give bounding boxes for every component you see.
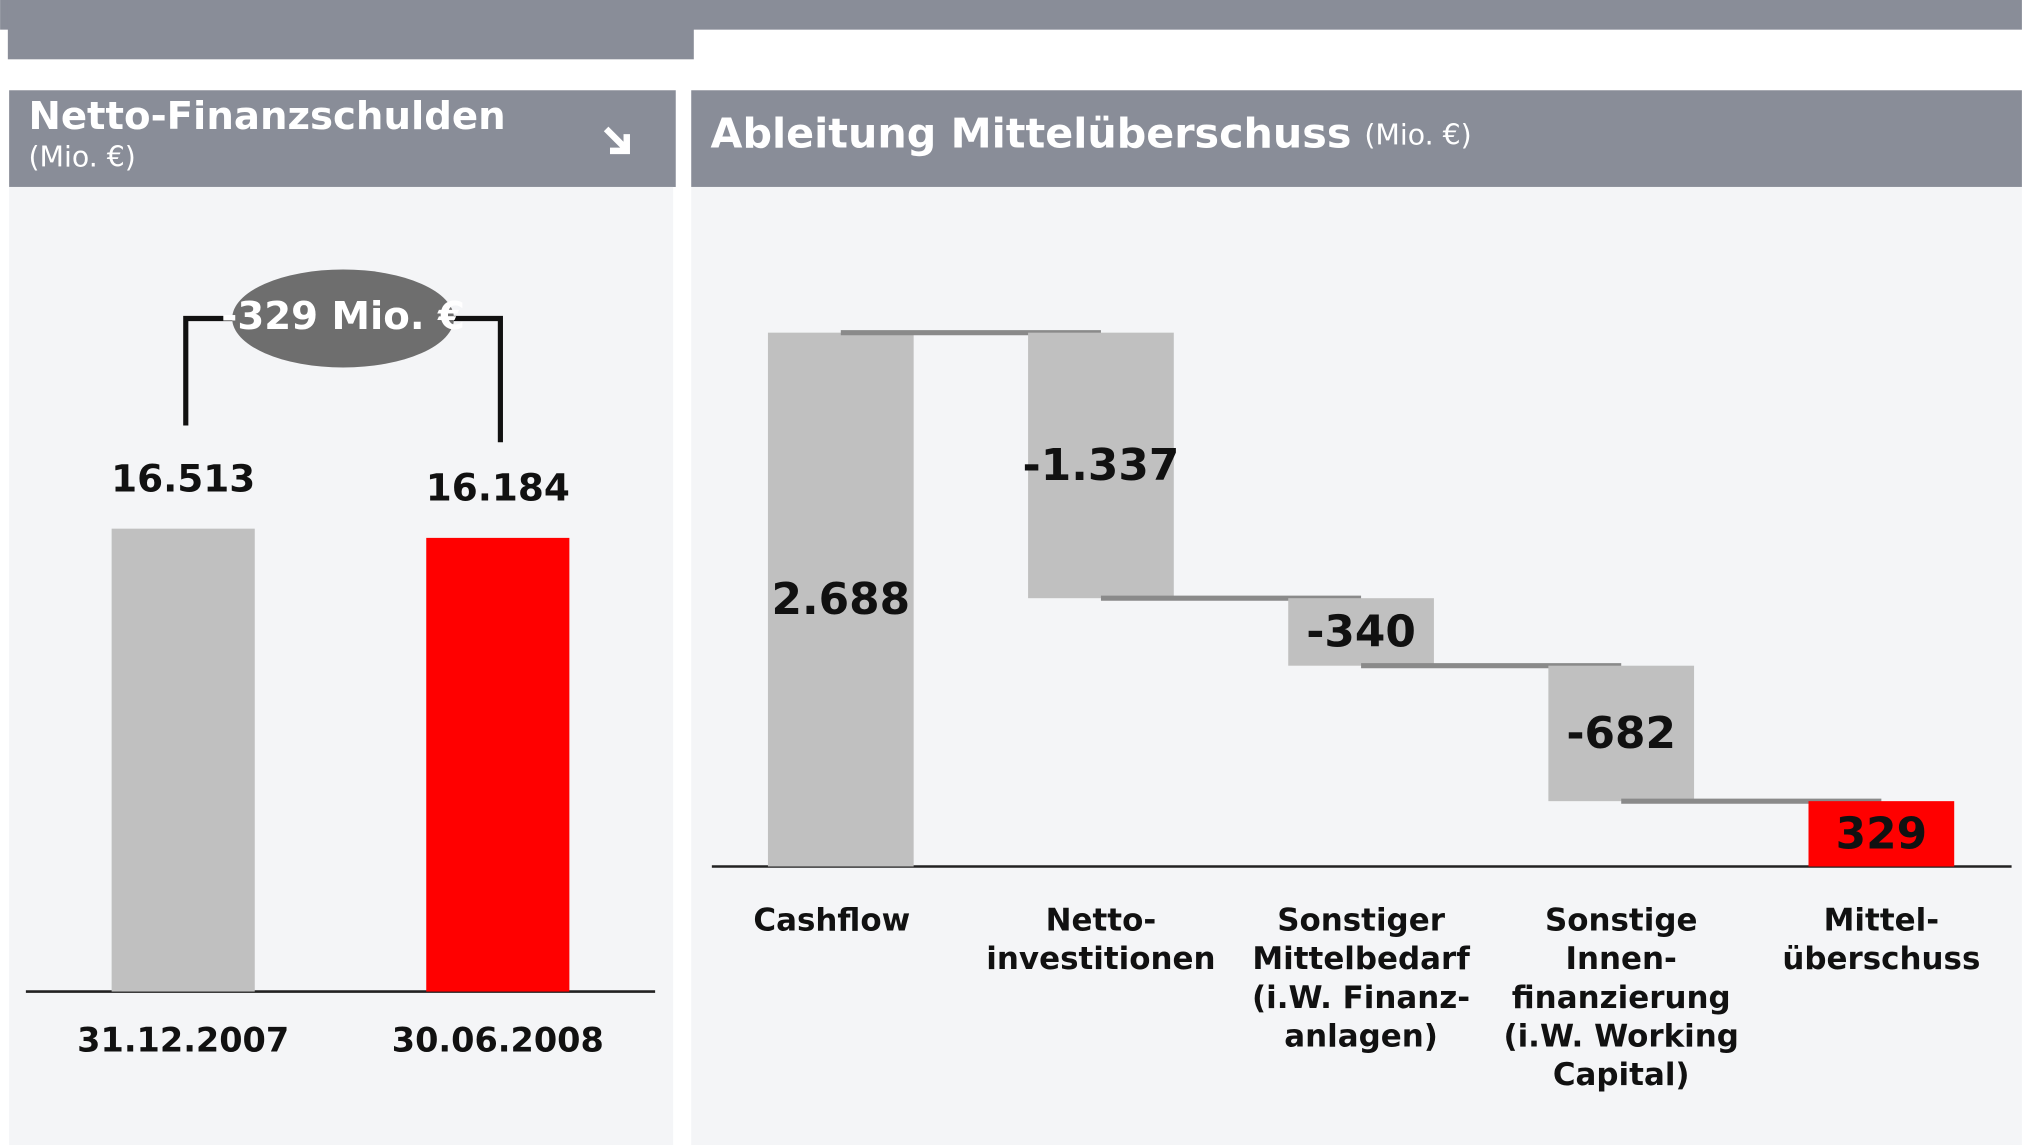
x-tick-label: Sonstiger bbox=[1277, 902, 1445, 938]
bar bbox=[1028, 332, 1174, 599]
x-tick-label: investitionen bbox=[986, 941, 1215, 977]
bar bbox=[1288, 598, 1434, 666]
top-tab bbox=[7, 0, 694, 60]
x-tick-label: Cashflow bbox=[753, 902, 910, 938]
x-tick-label: Mittelbedarf bbox=[1252, 941, 1470, 977]
value-label: 2.688 bbox=[771, 574, 910, 625]
x-tick-label: Sonstige bbox=[1545, 902, 1698, 938]
value-label: -682 bbox=[1566, 708, 1676, 759]
chart-title: Ableitung Mittelüberschuss (Mio. €) bbox=[711, 110, 1472, 158]
annotation: -329 Mio. € bbox=[221, 294, 465, 339]
difference-bracket bbox=[183, 315, 503, 443]
x-tick-label: 30.06.2008 bbox=[392, 1020, 604, 1059]
chart-title: Netto-Finanzschulden bbox=[28, 94, 505, 139]
chart-title: Ableitung Mittelüberschuss bbox=[711, 110, 1352, 158]
bar bbox=[1548, 665, 1695, 802]
x-tick-label: anlagen) bbox=[1284, 1018, 1438, 1054]
right-header bbox=[691, 90, 2022, 187]
x-tick-label: (i.W. Working bbox=[1503, 1018, 1739, 1054]
bar bbox=[1808, 801, 1955, 867]
x-tick-label: Capital) bbox=[1553, 1057, 1690, 1093]
value-label: 16.184 bbox=[426, 466, 570, 510]
value-label: -1.337 bbox=[1023, 440, 1180, 491]
value-label: -340 bbox=[1306, 607, 1416, 658]
bar bbox=[111, 528, 255, 992]
x-tick-label: Mittel- bbox=[1824, 902, 1939, 938]
x-tick-label: überschuss bbox=[1782, 941, 1980, 977]
arrow-icon[interactable] bbox=[603, 126, 630, 155]
value-label: 329 bbox=[1836, 808, 1927, 859]
bar bbox=[767, 332, 914, 867]
x-tick-label: (i.W. Finanz- bbox=[1252, 980, 1470, 1016]
chart-subtitle: (Mio. €) bbox=[28, 141, 135, 174]
chart-subtitle: (Mio. €) bbox=[1364, 119, 1471, 152]
x-tick-label: Netto- bbox=[1046, 902, 1157, 938]
left-header bbox=[9, 90, 676, 187]
bar bbox=[426, 537, 570, 992]
x-tick-label: finanzierung bbox=[1512, 980, 1731, 1016]
x-tick-label: Innen- bbox=[1566, 941, 1677, 977]
x-tick-label: 31.12.2007 bbox=[77, 1020, 289, 1059]
annotation-badge bbox=[232, 269, 454, 368]
value-label: 16.513 bbox=[111, 456, 255, 500]
